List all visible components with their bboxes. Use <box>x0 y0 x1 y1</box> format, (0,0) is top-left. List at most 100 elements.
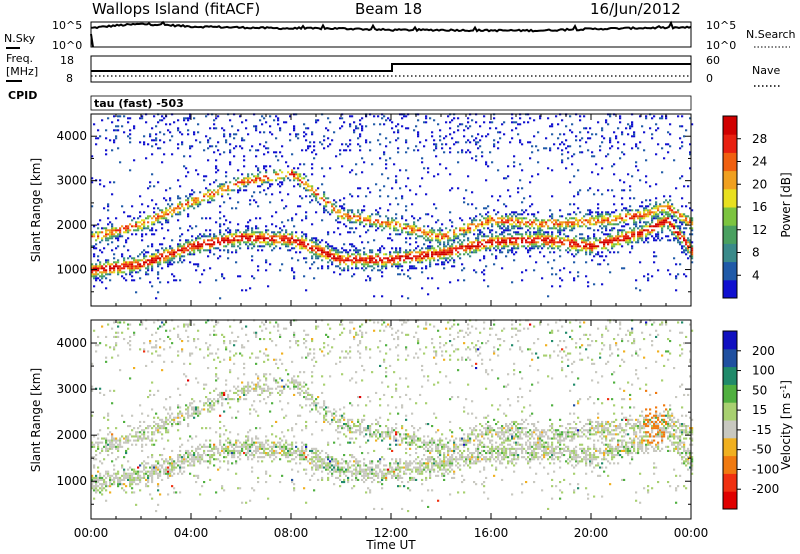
power-cell <box>471 203 474 206</box>
power-cell <box>467 223 470 226</box>
power-cell <box>669 133 672 136</box>
velocity-cell <box>155 346 158 349</box>
power-cell <box>483 255 486 258</box>
power-cell <box>373 223 376 226</box>
power-cell <box>443 255 446 258</box>
power-cell <box>317 243 320 246</box>
power-cell <box>273 235 276 238</box>
power-cell <box>617 141 620 144</box>
velocity-cell <box>137 466 140 469</box>
velocity-cell <box>113 346 116 349</box>
power-cell <box>601 215 604 218</box>
velocity-cell <box>121 474 124 477</box>
velocity-cell <box>117 325 120 328</box>
power-cell <box>487 211 490 214</box>
power-cell <box>527 213 530 216</box>
power-cell <box>193 133 196 136</box>
power-cell <box>247 241 250 244</box>
power-cell <box>425 121 428 124</box>
power-cell <box>225 239 228 242</box>
power-cell <box>553 241 556 244</box>
power-cell <box>675 277 678 280</box>
power-cell <box>187 239 190 242</box>
power-cell <box>133 159 136 162</box>
power-cell <box>661 213 664 216</box>
power-cell <box>143 143 146 146</box>
velocity-cell <box>157 489 160 492</box>
power-cell <box>451 251 454 254</box>
power-cell <box>489 237 492 240</box>
power-cell <box>541 221 544 224</box>
power-cell <box>629 197 632 200</box>
power-cell <box>551 273 554 276</box>
power-cell <box>443 235 446 238</box>
power-cell <box>315 119 318 122</box>
power-cell <box>525 241 528 244</box>
power-cell <box>299 173 302 176</box>
velocity-cell <box>107 433 110 436</box>
power-cell <box>345 215 348 218</box>
power-cell <box>345 251 348 254</box>
power-cell <box>427 167 430 170</box>
power-cell <box>237 191 240 194</box>
power-cell <box>381 259 384 262</box>
power-cell <box>443 243 446 246</box>
power-cell <box>301 181 304 184</box>
power-cell <box>507 237 510 240</box>
power-cell <box>155 257 158 260</box>
power-cell <box>495 257 498 260</box>
power-cell <box>589 209 592 212</box>
power-cell <box>491 225 494 228</box>
velocity-cell <box>93 329 96 332</box>
power-cell <box>447 239 450 242</box>
power-cell <box>265 269 268 272</box>
power-cell <box>463 249 466 252</box>
power-cell <box>569 271 572 274</box>
power-cell <box>335 205 338 208</box>
power-cell <box>185 195 188 198</box>
power-cell <box>339 259 342 262</box>
power-cell <box>685 241 688 244</box>
power-cell <box>371 223 374 226</box>
power-cell <box>341 215 344 218</box>
power-cell <box>679 215 682 218</box>
power-heatmap <box>91 113 694 300</box>
power-cell <box>101 227 104 230</box>
power-cell <box>117 237 120 240</box>
velocity-cell <box>147 485 150 488</box>
power-cell <box>345 249 348 252</box>
power-cell <box>151 173 154 176</box>
power-cell <box>373 239 376 242</box>
power-cell <box>155 229 158 232</box>
power-cell <box>373 261 376 264</box>
power-cell <box>327 243 330 246</box>
power-cell <box>447 115 450 118</box>
power-cell <box>327 245 330 248</box>
power-cell <box>675 211 678 214</box>
power-cell <box>397 131 400 134</box>
power-cell <box>179 239 182 242</box>
power-cell <box>117 259 120 262</box>
power-cell <box>123 271 126 274</box>
power-cell <box>305 239 308 242</box>
power-cell <box>499 241 502 244</box>
power-cell <box>347 255 350 258</box>
velocity-cell <box>107 454 110 457</box>
power-cell <box>565 139 568 142</box>
velocity-cell <box>139 348 142 351</box>
power-cell <box>223 277 226 280</box>
power-cell <box>403 223 406 226</box>
power-cell <box>209 239 212 242</box>
power-colorbar-segment <box>723 225 737 244</box>
power-cell <box>683 213 686 216</box>
power-cell <box>269 201 272 204</box>
power-cell <box>119 265 122 268</box>
velocity-cell <box>121 331 124 334</box>
power-cell <box>371 163 374 166</box>
power-cell <box>507 165 510 168</box>
power-cell <box>421 161 424 164</box>
power-cell <box>301 149 304 152</box>
power-cell <box>401 295 404 298</box>
power-cell <box>583 245 586 248</box>
power-cell <box>519 217 522 220</box>
